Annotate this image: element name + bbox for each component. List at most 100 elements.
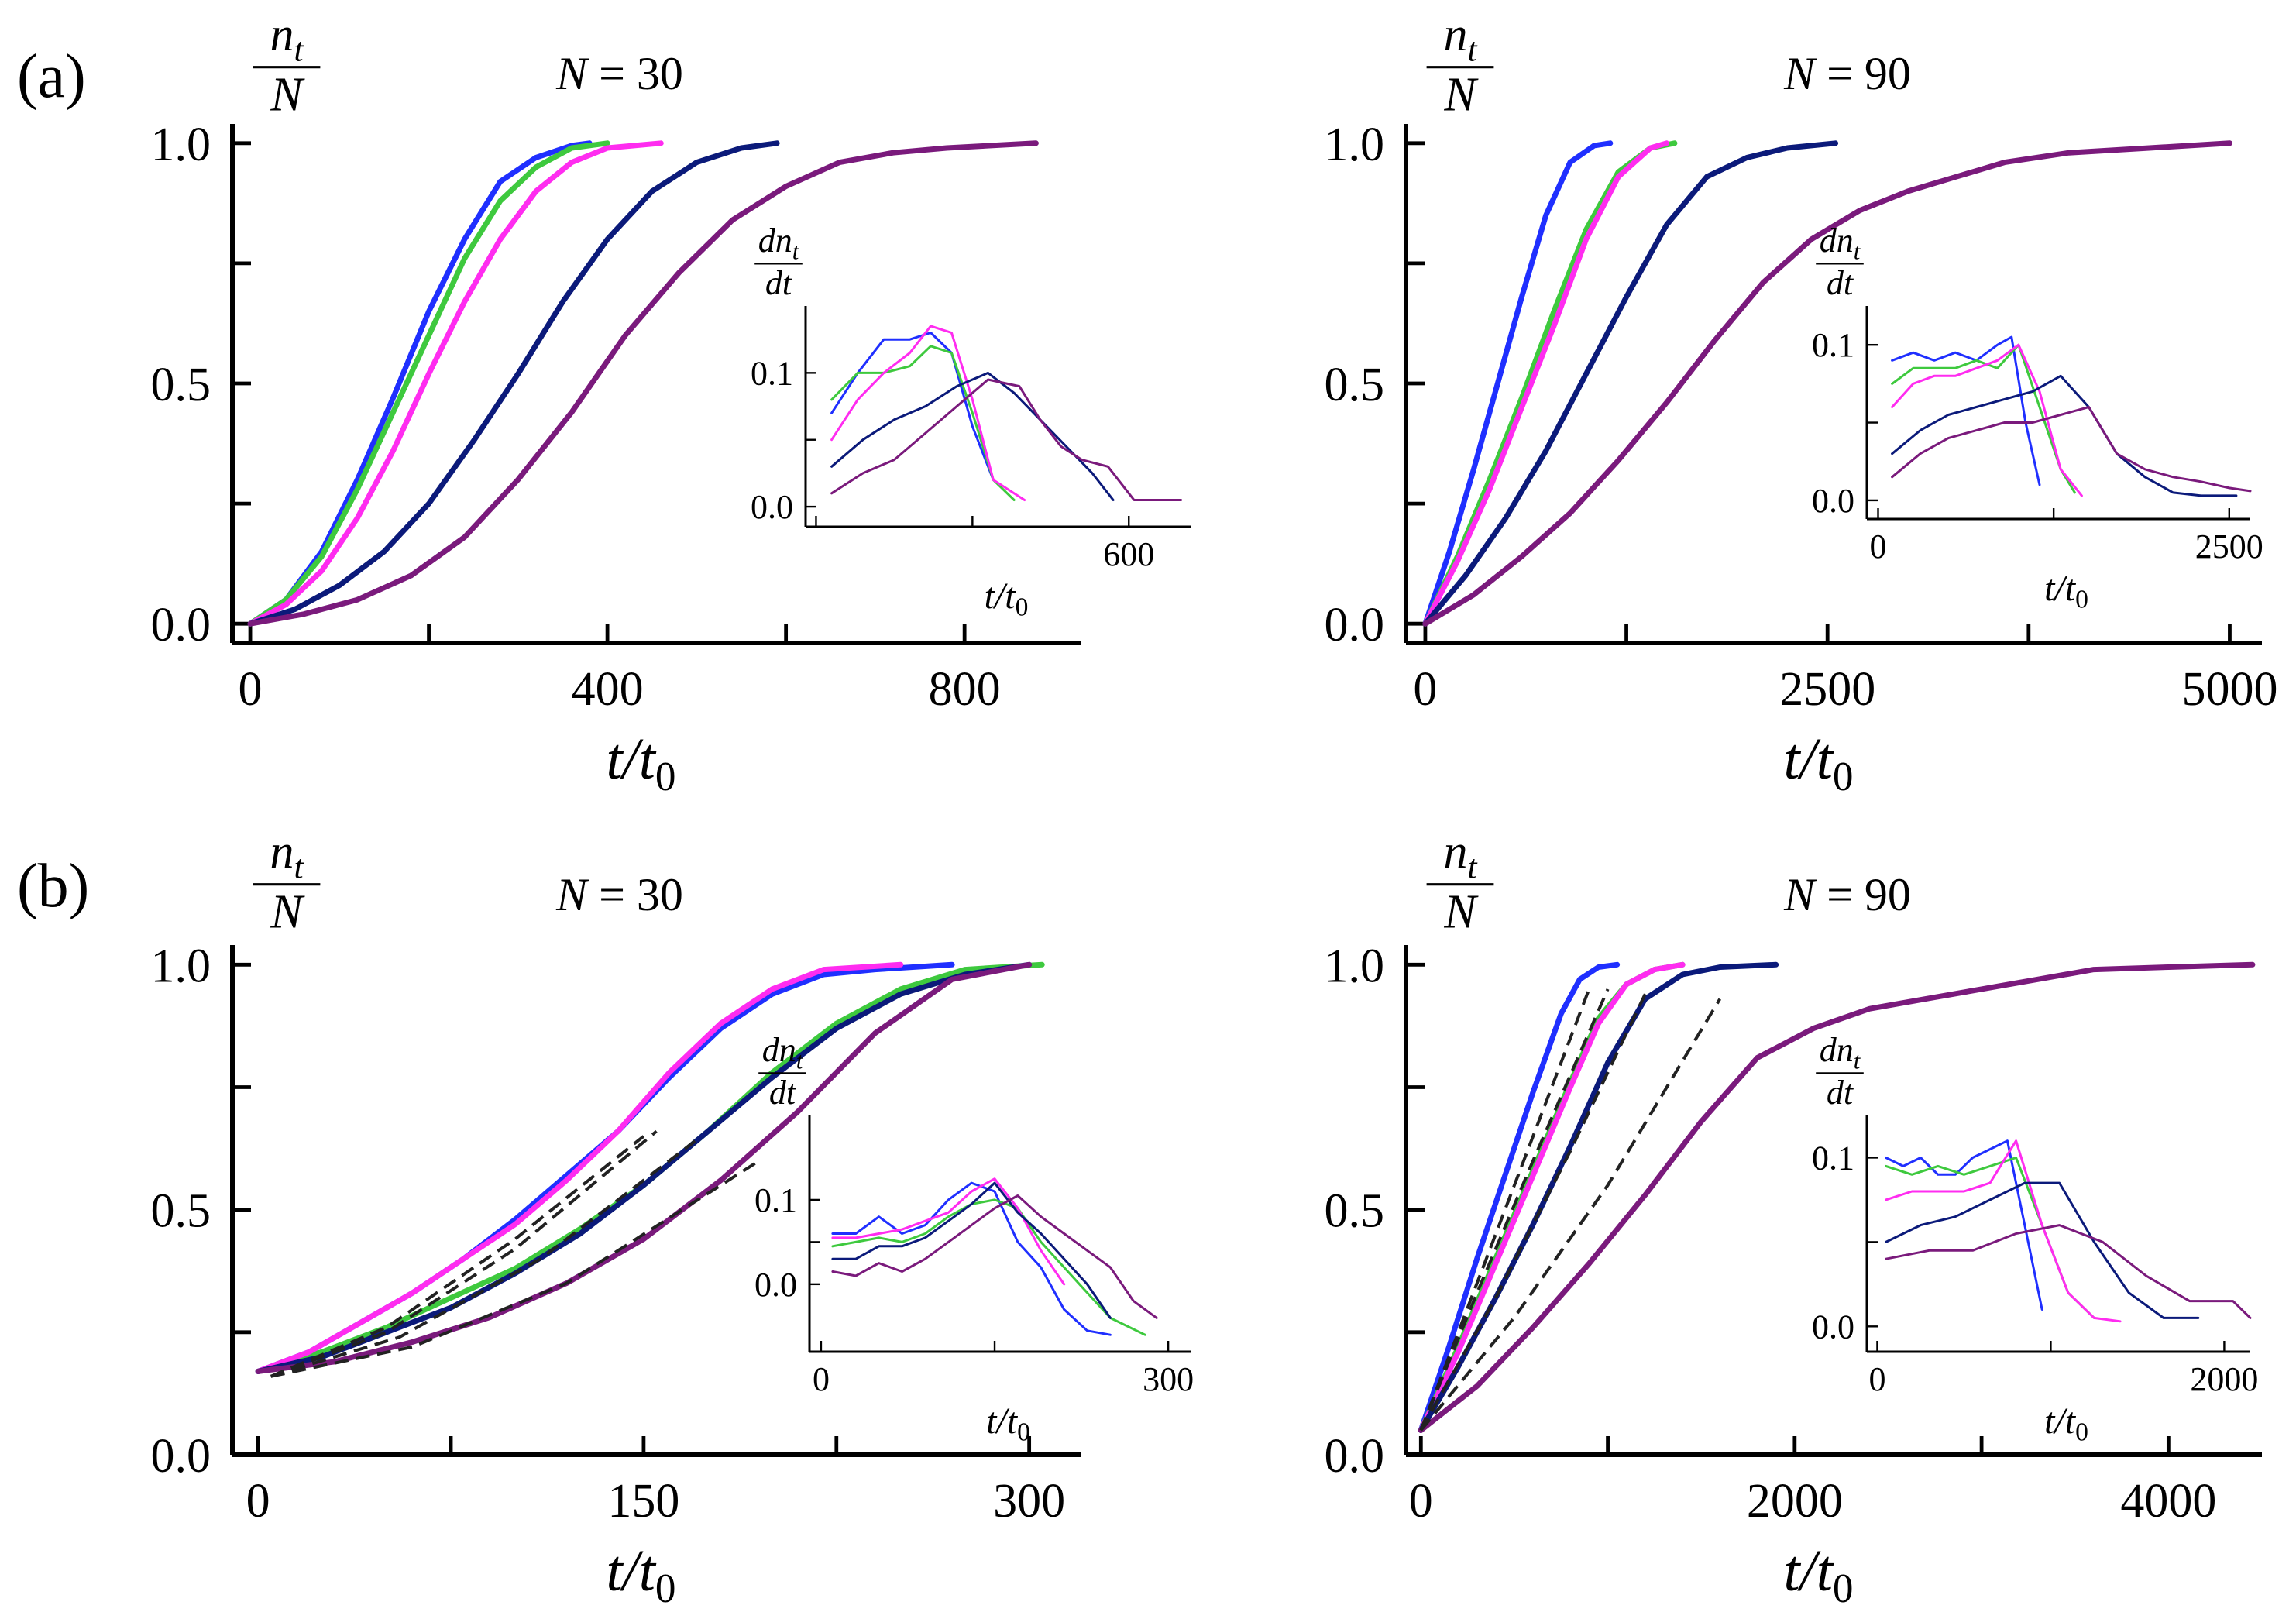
main-y-tick-label: 0.5	[1325, 1185, 1385, 1238]
chart-title: N = 30	[555, 48, 683, 99]
inset-y-axis-title-numerator: dnt	[762, 1031, 804, 1074]
panel-label-a: (a)	[17, 43, 86, 111]
chart-title: N = 30	[555, 869, 683, 920]
y-axis-title: ntN	[253, 9, 321, 122]
inset-series-blue	[831, 1181, 1112, 1336]
main-series-magenta	[1422, 140, 1669, 627]
inset-y-tick-label: 0.1	[1812, 326, 1854, 364]
y-axis-title-denominator: N	[270, 69, 305, 122]
y-axis-title-numerator: nt	[270, 826, 304, 886]
inset-x-axis-title: t/t0	[2044, 1401, 2088, 1447]
main-y-tick-label: 0.0	[1325, 1430, 1385, 1483]
main-series-green	[247, 140, 610, 627]
y-axis-title-denominator: N	[270, 886, 305, 939]
y-axis-title: ntN	[1426, 826, 1494, 939]
main-series-blue	[1418, 961, 1621, 1433]
main-x-tick-label: 150	[607, 1475, 679, 1528]
inset-y-axis-title-denominator: dt	[765, 264, 793, 302]
chart-title: N = 90	[1783, 869, 1911, 920]
main-x-tick-label: 4000	[2120, 1475, 2216, 1528]
inset-y-axis-title-numerator: dnt	[758, 222, 800, 265]
inset-x-tick-label: 0	[1868, 1360, 1885, 1398]
inset-series-magenta	[1891, 343, 2083, 497]
x-axis-title: t/t0	[607, 727, 676, 799]
inset-series-purple	[831, 1194, 1158, 1319]
main-y-tick-label: 1.0	[151, 940, 211, 992]
inset-series-magenta	[830, 325, 1026, 501]
inset-x-tick-label: 0	[813, 1360, 830, 1398]
fit-curve	[270, 1135, 645, 1378]
main-series-navy	[255, 961, 1033, 1374]
inset-x-tick-label: 2000	[2190, 1360, 2258, 1398]
main-x-tick-label: 400	[572, 663, 644, 716]
inset-y-tick-label: 0.0	[754, 1266, 797, 1304]
main-y-tick-label: 0.0	[1325, 599, 1385, 651]
fit-curve	[1419, 993, 1647, 1432]
x-axis-title: t/t0	[1784, 1538, 1854, 1611]
main-series-blue	[1422, 140, 1614, 627]
main-x-tick-label: 300	[993, 1475, 1065, 1528]
inset-series-purple	[1885, 1224, 2252, 1319]
main-x-tick-label: 2500	[1779, 663, 1875, 716]
inset-y-axis-title-denominator: dt	[1827, 264, 1854, 302]
inset-series-purple	[1891, 406, 2252, 493]
fit-curve	[1419, 998, 1722, 1432]
main-x-tick-label: 0	[239, 663, 263, 716]
inset-series-magenta	[831, 1177, 1066, 1286]
main-series-purple	[247, 140, 1039, 627]
main-y-tick-label: 1.0	[1325, 940, 1385, 992]
main-y-tick-label: 0.5	[1325, 359, 1385, 411]
inset-y-axis-title-denominator: dt	[1827, 1074, 1854, 1112]
main-x-tick-label: 0	[1409, 1475, 1433, 1528]
fit-curve	[1419, 988, 1591, 1432]
main-series-green	[255, 961, 1045, 1374]
y-axis-title: ntN	[1426, 9, 1494, 122]
x-axis-title: t/t0	[1784, 727, 1854, 799]
main-series-purple	[1418, 961, 2256, 1433]
y-axis-title: ntN	[253, 826, 321, 939]
inset-series-purple	[830, 378, 1182, 501]
inset-x-tick-label: 600	[1103, 535, 1154, 573]
inset-y-tick-label: 0.0	[1812, 482, 1854, 520]
inset-y-tick-label: 0.1	[751, 354, 793, 392]
main-series-magenta	[255, 961, 904, 1374]
inset-series-green	[831, 1198, 1146, 1336]
main-series-purple	[255, 961, 1033, 1374]
y-axis-title-denominator: N	[1443, 886, 1479, 939]
main-y-tick-label: 1.0	[1325, 119, 1385, 171]
y-axis-title-denominator: N	[1443, 69, 1479, 122]
inset-series-navy	[831, 1181, 1112, 1319]
main-x-tick-label: 2000	[1747, 1475, 1843, 1528]
main-series-navy	[247, 140, 780, 627]
inset-y-axis-title-denominator: dt	[769, 1074, 797, 1112]
fit-curve	[270, 1139, 696, 1378]
inset-y-axis-title-numerator: dnt	[1820, 1031, 1861, 1074]
inset-y-tick-label: 0.1	[1812, 1139, 1854, 1177]
x-axis-title: t/t0	[607, 1538, 676, 1611]
fit-curve	[270, 1129, 658, 1378]
inset-series-navy	[1891, 374, 2238, 497]
inset-x-axis-title: t/t0	[2044, 568, 2088, 614]
fit-curve	[1419, 988, 1610, 1432]
main-x-tick-label: 0	[1413, 663, 1437, 716]
y-axis-title-numerator: nt	[270, 9, 304, 69]
main-y-tick-label: 0.5	[151, 359, 211, 411]
inset-x-tick-label: 2500	[2195, 528, 2263, 565]
inset-x-axis-title: t/t0	[985, 576, 1029, 622]
inset-y-tick-label: 0.0	[751, 488, 793, 526]
main-y-tick-label: 0.5	[151, 1185, 211, 1238]
main-x-tick-label: 0	[246, 1475, 270, 1528]
inset-x-tick-label: 300	[1143, 1360, 1194, 1398]
main-series-magenta	[1418, 961, 1686, 1433]
